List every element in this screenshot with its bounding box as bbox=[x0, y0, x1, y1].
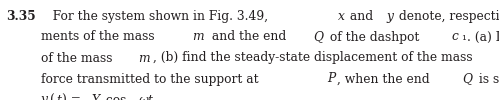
Text: y: y bbox=[387, 10, 393, 23]
Text: y: y bbox=[41, 94, 48, 100]
Text: . (a) Derive the equation of motion: . (a) Derive the equation of motion bbox=[467, 30, 499, 44]
Text: cos: cos bbox=[102, 94, 130, 100]
Text: is subjected to the harmonic motion: is subjected to the harmonic motion bbox=[475, 72, 499, 86]
Text: x: x bbox=[338, 10, 344, 23]
Text: denote, respectively, the absolute displace-: denote, respectively, the absolute displ… bbox=[395, 10, 499, 23]
Text: Q: Q bbox=[462, 72, 472, 86]
Text: and the end: and the end bbox=[208, 30, 289, 44]
Text: Q: Q bbox=[313, 30, 323, 44]
Text: ₁: ₁ bbox=[461, 30, 466, 44]
Text: ωt: ωt bbox=[139, 94, 154, 100]
Text: of the mass: of the mass bbox=[41, 52, 116, 64]
Text: , when the end: , when the end bbox=[337, 72, 434, 86]
Text: m: m bbox=[138, 52, 150, 64]
Text: 3.35: 3.35 bbox=[6, 10, 36, 23]
Text: m: m bbox=[193, 30, 204, 44]
Text: and: and bbox=[346, 10, 377, 23]
Text: c: c bbox=[452, 30, 459, 44]
Text: of the dashpot: of the dashpot bbox=[326, 30, 424, 44]
Text: force transmitted to the support at: force transmitted to the support at bbox=[41, 72, 262, 86]
Text: Y: Y bbox=[92, 94, 100, 100]
Text: P: P bbox=[327, 72, 335, 86]
Text: (: ( bbox=[50, 94, 55, 100]
Text: For the system shown in Fig. 3.49,: For the system shown in Fig. 3.49, bbox=[45, 10, 272, 23]
Text: t: t bbox=[56, 94, 61, 100]
Text: , (b) find the steady-state displacement of the mass: , (b) find the steady-state displacement… bbox=[153, 52, 477, 64]
Text: ) =: ) = bbox=[62, 94, 85, 100]
Text: ments of the mass: ments of the mass bbox=[41, 30, 158, 44]
Text: .: . bbox=[158, 94, 162, 100]
